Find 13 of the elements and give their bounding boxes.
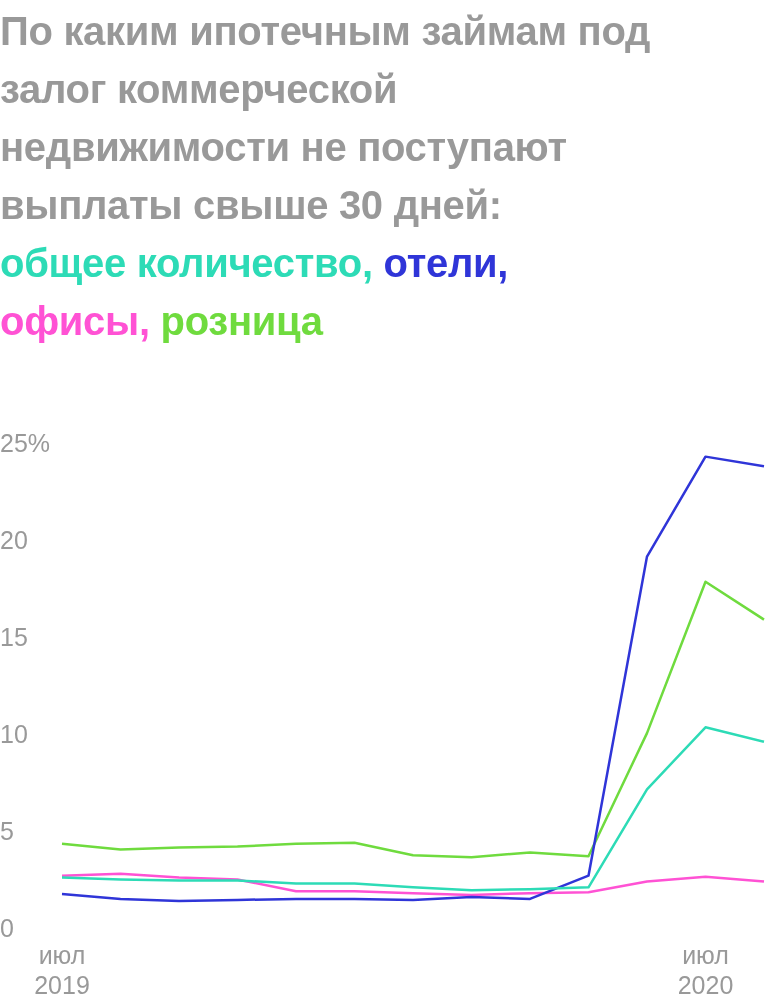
y-tick-label: 0 [0,913,14,942]
text: розница [160,299,323,343]
y-tick-label: 5 [0,816,14,845]
x-tick-label: июл 2019 [34,940,90,999]
chart-title: По каким ипотечным займам под залог коммерческой недвижимости не поступают выплаты свыше 30 дней: [0,9,651,227]
text: отели, [383,241,509,285]
y-tick-label: 25% [0,428,51,457]
text: офисы, [0,299,151,343]
y-tick-label: 10 [0,719,28,748]
y-tick-label: 20 [0,525,28,554]
y-tick-label: 15 [0,622,28,651]
text: общее количество, [0,241,374,285]
x-tick-label: июл 2020 [677,940,734,999]
